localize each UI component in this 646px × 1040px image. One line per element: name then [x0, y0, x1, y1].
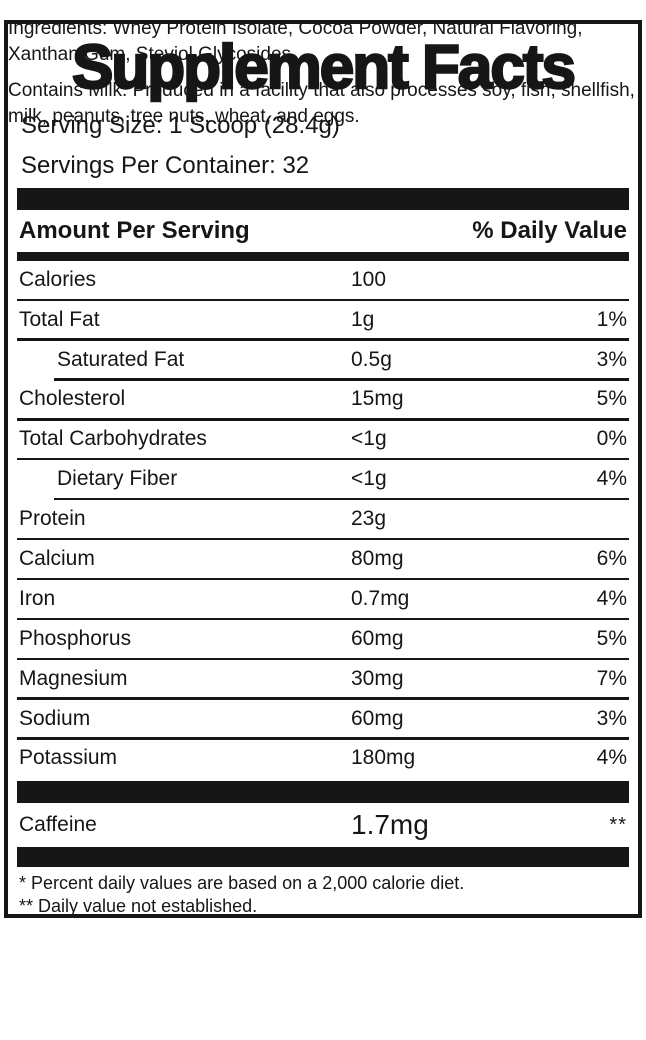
servings-per-container-text: Servings Per Container: 32	[21, 152, 310, 179]
nutrient-name: Phosphorus	[19, 626, 132, 650]
row-separator	[17, 537, 629, 541]
nutrient-amount: 0.7mg	[351, 586, 410, 610]
supplement-facts-panel: Supplement Facts Serving Size: 1 Scoop (…	[4, 20, 642, 918]
table-row: Total Carbohydrates <1g 0%	[17, 421, 629, 459]
nutrient-name: Dietary Fiber	[57, 467, 178, 491]
nutrient-daily-value: 6%	[596, 546, 627, 570]
table-row: Protein 23g	[17, 500, 629, 538]
allergen-line-2: milk, peanuts, tree nuts, wheat, and egg…	[8, 106, 360, 127]
table-row: Calories 100	[17, 261, 629, 299]
nutrient-daily-value: 3%	[596, 706, 627, 730]
nutrient-name: Potassium	[19, 746, 118, 770]
nutrient-amount: 15mg	[351, 387, 404, 411]
nutrient-daily-value: 4%	[596, 586, 627, 610]
row-separator	[17, 418, 629, 421]
allergen-statement: Contains Milk. Produced in a facility th…	[8, 78, 638, 130]
row-separator	[17, 577, 629, 581]
row-separator	[54, 497, 629, 501]
row-separator	[17, 617, 629, 621]
ingredients-line-1: Ingredients: Whey Protein Isolate, Cocoa…	[8, 18, 583, 39]
nutrient-name: Saturated Fat	[57, 347, 185, 371]
footnote-percent-daily-values: * Percent daily values are based on a 2,…	[19, 873, 465, 894]
daily-value-header: % Daily Value	[472, 217, 627, 244]
nutrient-amount: <1g	[351, 427, 387, 451]
footnotes: * Percent daily values are based on a 2,…	[17, 872, 629, 918]
nutrient-table: Calories 100 Total Fat 1g 1% Saturated F…	[17, 261, 629, 777]
thick-divider-top	[17, 188, 629, 210]
row-separator	[17, 697, 629, 700]
table-row: Total Fat 1g 1%	[17, 301, 629, 339]
nutrient-amount: 30mg	[351, 666, 404, 690]
nutrient-name: Iron	[19, 586, 56, 610]
table-row: Sodium 60mg 3%	[17, 700, 629, 738]
nutrient-amount: 100	[351, 267, 387, 291]
allergen-line-1: Contains Milk. Produced in a facility th…	[8, 80, 635, 101]
thick-divider-caffeine-top	[17, 781, 629, 804]
nutrient-name: Cholesterol	[19, 387, 126, 411]
table-row: Saturated Fat 0.5g 3%	[17, 341, 629, 379]
ingredients-text: Ingredients: Whey Protein Isolate, Cocoa…	[8, 16, 638, 68]
row-separator	[17, 737, 629, 740]
nutrient-name: Magnesium	[19, 666, 128, 690]
nutrient-name: Protein	[19, 507, 86, 531]
table-row: Magnesium 30mg 7%	[17, 660, 629, 698]
nutrient-name: Sodium	[19, 706, 91, 730]
serving-size-text: Serving Size: 1 Scoop (28.4g)	[21, 112, 340, 139]
table-row: Calcium 80mg 6%	[17, 540, 629, 578]
nutrient-daily-value: 5%	[596, 387, 627, 411]
table-header-row: Amount Per Serving % Daily Value	[17, 210, 629, 252]
footnote-daily-value-not-established: ** Daily value not established.	[19, 896, 258, 917]
nutrient-amount: 180mg	[351, 746, 416, 770]
nutrient-daily-value: 4%	[596, 746, 627, 770]
table-row: Iron 0.7mg 4%	[17, 580, 629, 618]
nutrient-daily-value: 4%	[596, 467, 627, 491]
nutrient-name: Caffeine	[19, 813, 97, 837]
table-row: Phosphorus 60mg 5%	[17, 620, 629, 658]
row-separator	[17, 338, 629, 341]
nutrient-amount: 23g	[351, 507, 387, 531]
row-separator	[17, 298, 629, 301]
nutrient-amount: 1g	[351, 307, 375, 331]
nutrient-daily-value: **	[609, 813, 627, 836]
nutrient-amount: 80mg	[351, 546, 404, 570]
nutrient-daily-value: 1%	[596, 307, 627, 331]
nutrient-daily-value: 5%	[596, 626, 627, 650]
ingredients-line-2: Xanthan Gum, Steviol Glycosides	[8, 44, 292, 65]
nutrient-daily-value: 0%	[596, 427, 627, 451]
table-row: Potassium 180mg 4%	[17, 740, 629, 778]
medium-divider-header	[17, 252, 629, 261]
row-separator	[17, 657, 629, 660]
nutrient-daily-value: 3%	[596, 347, 627, 371]
nutrient-amount: <1g	[351, 467, 387, 491]
nutrient-name: Total Fat	[19, 307, 100, 331]
nutrient-amount: 0.5g	[351, 347, 392, 371]
nutrient-amount: 60mg	[351, 626, 404, 650]
table-row: Dietary Fiber <1g 4%	[17, 460, 629, 498]
table-row: Cholesterol 15mg 5%	[17, 381, 629, 419]
amount-per-serving-header: Amount Per Serving	[19, 217, 250, 244]
table-row-caffeine: Caffeine 1.7mg **	[17, 803, 629, 847]
nutrient-amount: 60mg	[351, 706, 404, 730]
thick-divider-caffeine-bottom	[17, 847, 629, 868]
nutrient-amount: 1.7mg	[351, 809, 429, 841]
row-separator	[54, 378, 629, 381]
nutrient-name: Calcium	[19, 546, 95, 570]
nutrient-daily-value: 7%	[596, 666, 627, 690]
nutrient-name: Calories	[19, 267, 97, 291]
nutrient-name: Total Carbohydrates	[19, 427, 207, 451]
row-separator	[17, 458, 629, 461]
panel-title: Supplement Facts	[71, 32, 577, 103]
